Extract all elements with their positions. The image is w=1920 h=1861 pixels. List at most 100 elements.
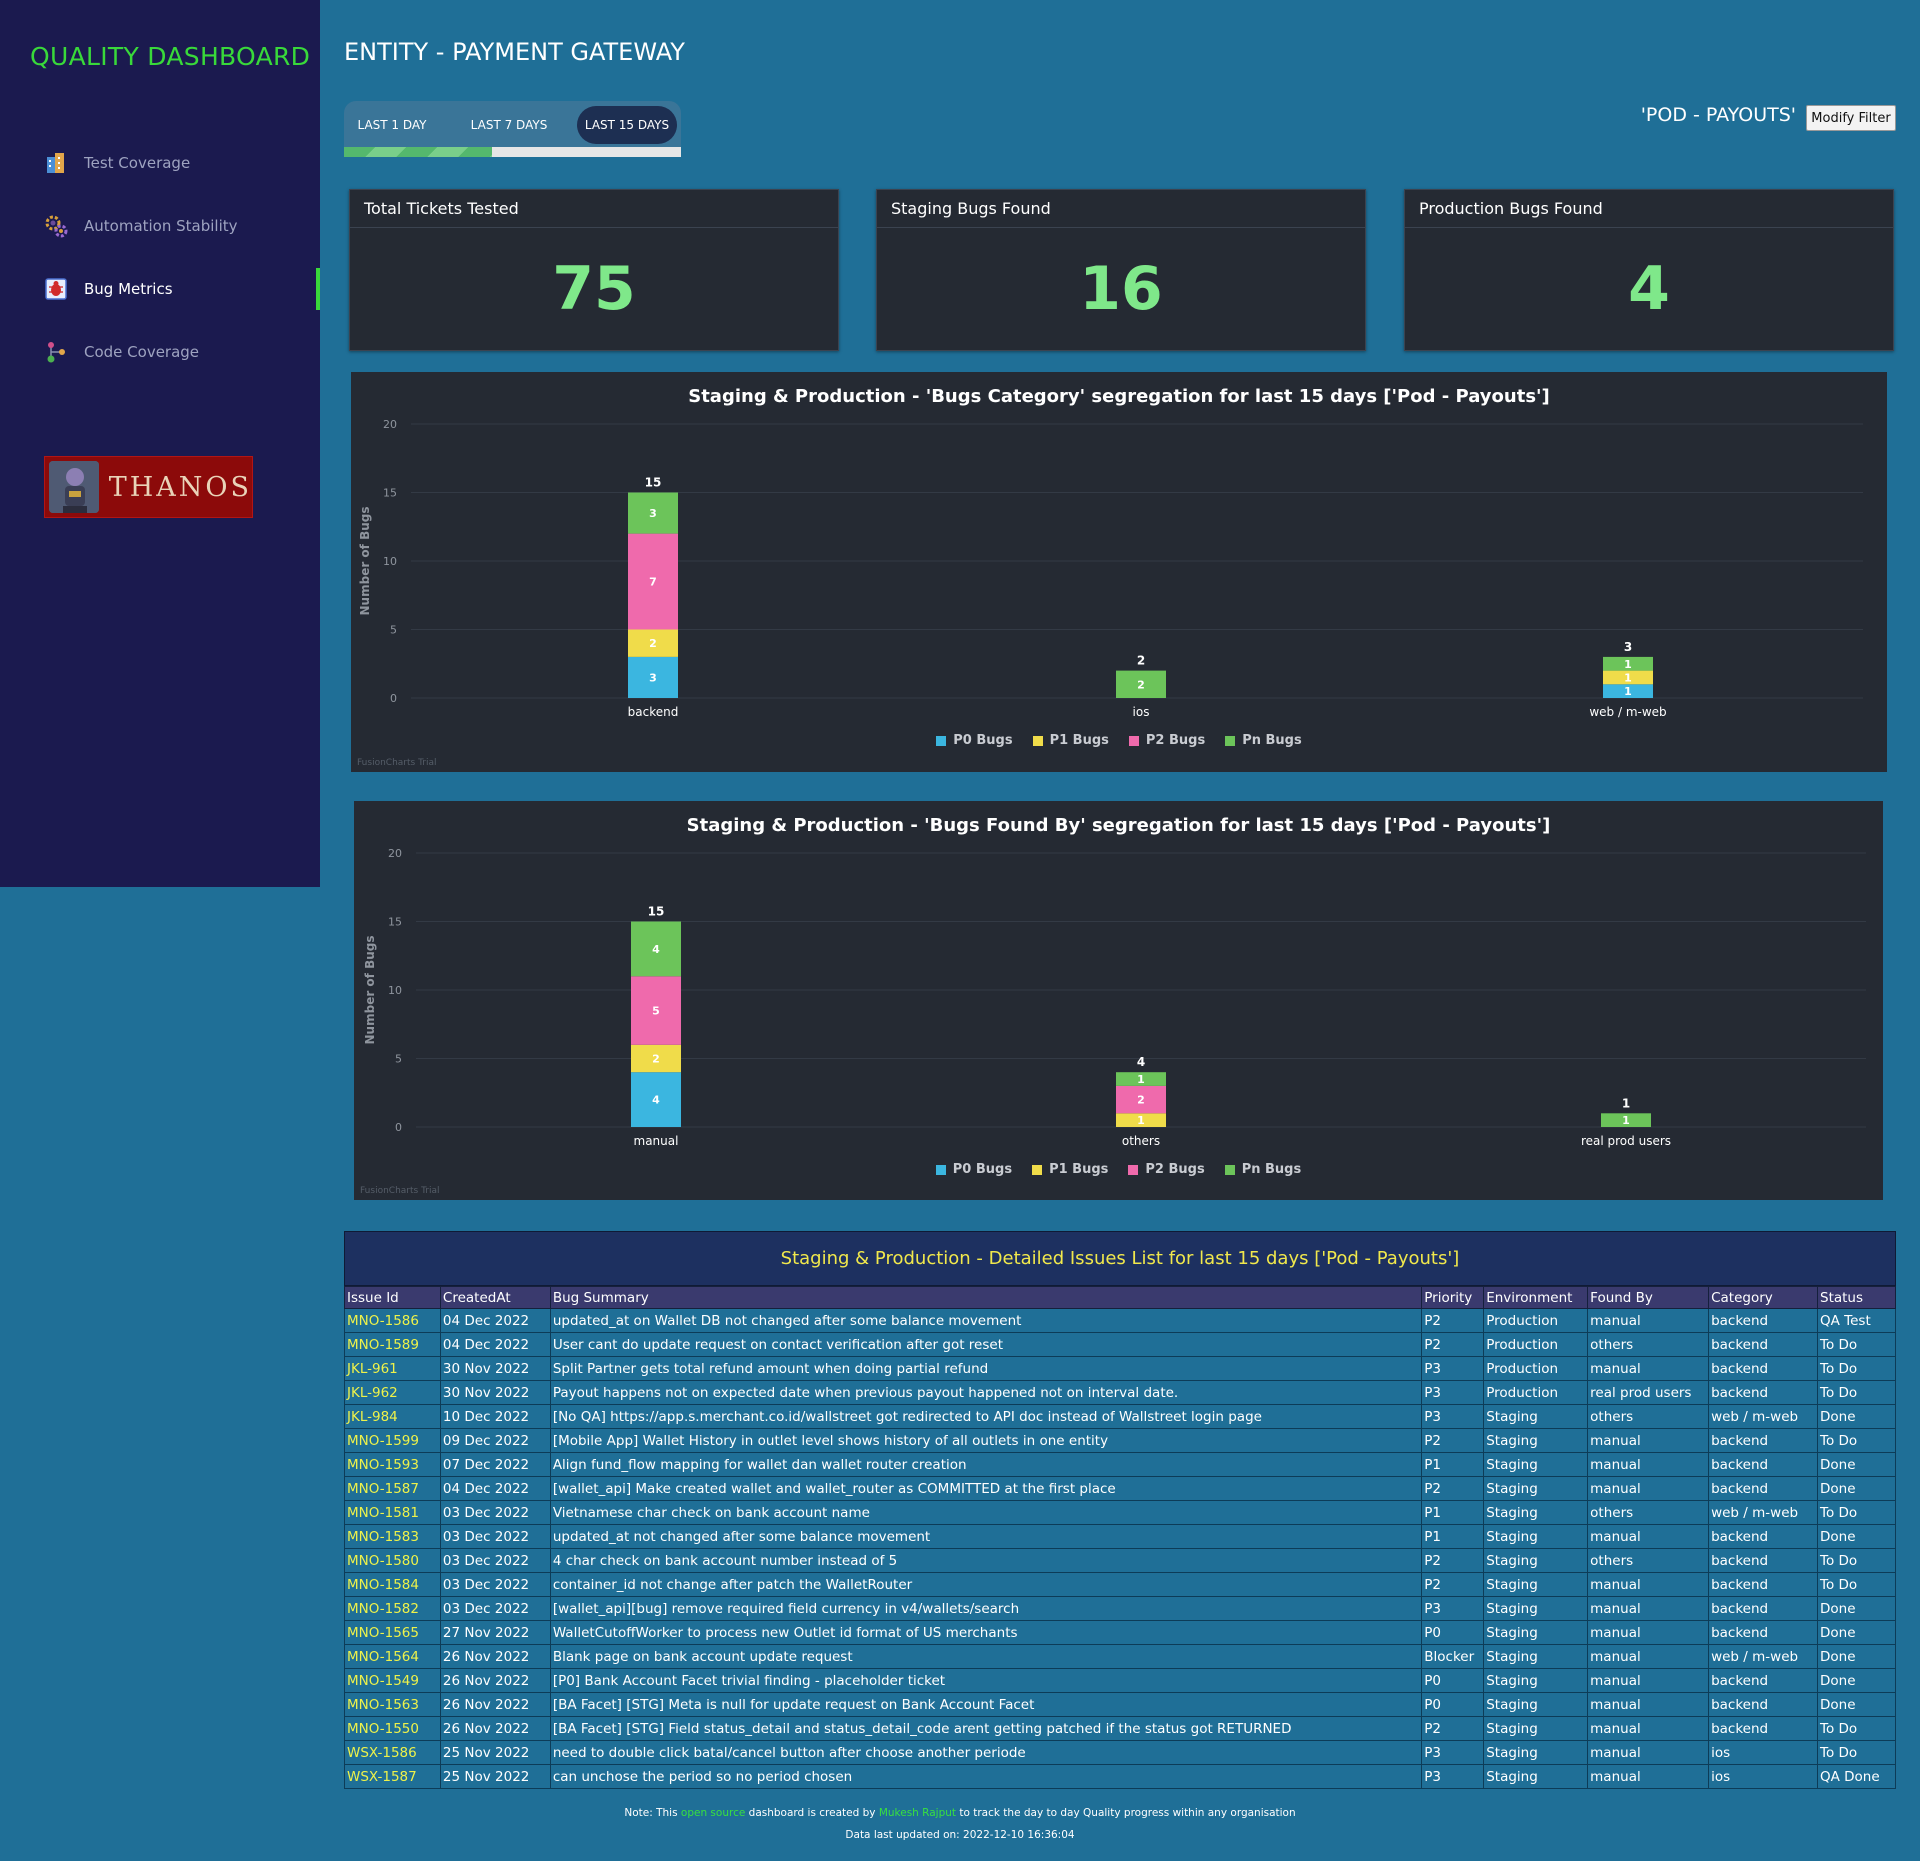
table-row[interactable]: MNO-1599 09 Dec 2022 [Mobile App] Wallet H…	[344, 1428, 1896, 1453]
legend-item-p0[interactable]: P0 Bugs	[935, 1162, 1012, 1177]
issue-id-cell[interactable]: MNO-1586	[344, 1308, 441, 1333]
modify-filter-button[interactable]: Modify Filter	[1806, 105, 1896, 131]
table-row[interactable]: JKL-961 30 Nov 2022 Split Partner gets tot…	[344, 1356, 1896, 1381]
status-cell: QA Test	[1817, 1308, 1896, 1333]
environment-cell: Staging	[1483, 1668, 1589, 1693]
found-by-cell: others	[1587, 1404, 1710, 1429]
sidebar-item-test-coverage[interactable]: Test Coverage	[44, 148, 190, 178]
kpi-title: Production Bugs Found	[1405, 190, 1893, 228]
environment-cell: Staging	[1483, 1548, 1589, 1573]
column-header[interactable]: Status	[1817, 1286, 1896, 1309]
issue-id-cell[interactable]: MNO-1564	[344, 1644, 441, 1669]
table-row[interactable]: MNO-1584 03 Dec 2022 container_id not chan…	[344, 1572, 1896, 1597]
environment-cell: Staging	[1483, 1452, 1589, 1477]
found-by-cell: manual	[1587, 1572, 1710, 1597]
footer-text: Note: This	[624, 1807, 681, 1819]
issue-id-cell[interactable]: MNO-1565	[344, 1620, 441, 1645]
category-cell: backend	[1708, 1692, 1818, 1717]
tab-last-7-days[interactable]: LAST 7 DAYS	[470, 118, 548, 132]
legend-item-p1[interactable]: P1 Bugs	[1032, 733, 1109, 748]
issue-id-cell[interactable]: MNO-1584	[344, 1572, 441, 1597]
table-row[interactable]: MNO-1583 03 Dec 2022 updated_at not change…	[344, 1524, 1896, 1549]
issue-id-cell[interactable]: MNO-1589	[344, 1332, 441, 1357]
category-cell: backend	[1708, 1572, 1818, 1597]
table-row[interactable]: JKL-984 10 Dec 2022 [No QA] https://app.s.…	[344, 1404, 1896, 1429]
issue-id-cell[interactable]: WSX-1587	[344, 1764, 441, 1789]
issue-id-cell[interactable]: MNO-1563	[344, 1692, 441, 1717]
bar-segment	[1116, 670, 1166, 698]
table-row[interactable]: JKL-962 30 Nov 2022 Payout happens not on …	[344, 1380, 1896, 1405]
legend-swatch	[936, 735, 947, 746]
y-tick-label: 0	[395, 1121, 402, 1134]
priority-cell: P1	[1421, 1500, 1485, 1525]
issue-id-cell[interactable]: MNO-1599	[344, 1428, 441, 1453]
issue-id-cell[interactable]: MNO-1583	[344, 1524, 441, 1549]
bug-summary-cell: Split Partner gets total refund amount w…	[549, 1356, 1423, 1381]
issue-id-cell[interactable]: JKL-962	[344, 1380, 441, 1405]
table-row[interactable]: MNO-1564 26 Nov 2022 Blank page on bank ac…	[344, 1644, 1896, 1669]
column-header[interactable]: Priority	[1421, 1286, 1485, 1309]
environment-cell: Staging	[1483, 1620, 1589, 1645]
kpi-title: Staging Bugs Found	[877, 190, 1365, 228]
open-source-link[interactable]: open source	[680, 1807, 746, 1819]
sidebar-item-automation-stability[interactable]: Automation Stability	[44, 211, 238, 241]
footer-text: to track the day to day Quality progress…	[956, 1807, 1296, 1819]
issue-id-cell[interactable]: MNO-1593	[344, 1452, 441, 1477]
issue-id-cell[interactable]: MNO-1580	[344, 1548, 441, 1573]
issue-id-cell[interactable]: JKL-961	[344, 1356, 441, 1381]
sidebar-item-bug-metrics[interactable]: Bug Metrics	[44, 274, 173, 304]
bug-summary-cell: [wallet_api] Make created wallet and wal…	[549, 1476, 1423, 1501]
category-cell: backend	[1708, 1380, 1818, 1405]
environment-cell: Staging	[1483, 1716, 1589, 1741]
table-row[interactable]: MNO-1549 26 Nov 2022 [P0] Bank Account Fac…	[344, 1668, 1896, 1693]
table-row[interactable]: MNO-1581 03 Dec 2022 Vietnamese char check…	[344, 1500, 1896, 1525]
table-row[interactable]: MNO-1582 03 Dec 2022 [wallet_api][bug] rem…	[344, 1596, 1896, 1621]
issue-id-cell[interactable]: MNO-1587	[344, 1476, 441, 1501]
table-row[interactable]: MNO-1550 26 Nov 2022 [BA Facet] [STG] Fiel…	[344, 1716, 1896, 1741]
column-header[interactable]: Environment	[1483, 1286, 1589, 1309]
status-cell: To Do	[1817, 1356, 1896, 1381]
bug-summary-cell: Align fund_flow mapping for wallet dan w…	[549, 1452, 1423, 1477]
column-header[interactable]: Bug Summary	[549, 1286, 1423, 1309]
tab-last-1-day[interactable]: LAST 1 DAY	[357, 118, 427, 132]
table-row[interactable]: MNO-1589 04 Dec 2022 User cant do update r…	[344, 1332, 1896, 1357]
column-header[interactable]: Category	[1708, 1286, 1818, 1309]
issue-id-cell[interactable]: JKL-984	[344, 1404, 441, 1429]
legend-item-pn[interactable]: Pn Bugs	[1224, 1162, 1301, 1177]
table-row[interactable]: MNO-1586 04 Dec 2022 updated_at on Wallet …	[344, 1308, 1896, 1333]
tab-last-15-days[interactable]: LAST 15 DAYS	[577, 106, 677, 144]
table-row[interactable]: WSX-1587 25 Nov 2022 can unchose the perio…	[344, 1764, 1896, 1789]
table-row[interactable]: WSX-1586 25 Nov 2022 need to double click …	[344, 1740, 1896, 1765]
issue-id-cell[interactable]: MNO-1581	[344, 1500, 441, 1525]
legend-item-p2[interactable]: P2 Bugs	[1128, 733, 1205, 748]
priority-cell: P1	[1421, 1452, 1485, 1477]
legend-item-pn[interactable]: Pn Bugs	[1225, 733, 1302, 748]
legend-label: P1 Bugs	[1049, 733, 1109, 748]
issue-id-cell[interactable]: MNO-1582	[344, 1596, 441, 1621]
table-row[interactable]: MNO-1587 04 Dec 2022 [wallet_api] Make cre…	[344, 1476, 1896, 1501]
environment-cell: Staging	[1483, 1644, 1589, 1669]
created-at-cell: 07 Dec 2022	[439, 1452, 551, 1477]
table-row[interactable]: MNO-1565 27 Nov 2022 WalletCutoffWorker to…	[344, 1620, 1896, 1645]
legend-item-p2[interactable]: P2 Bugs	[1128, 1162, 1205, 1177]
created-at-cell: 30 Nov 2022	[439, 1356, 551, 1381]
column-header[interactable]: Issue Id	[344, 1286, 441, 1309]
table-row[interactable]: MNO-1580 03 Dec 2022 4 char check on bank …	[344, 1548, 1896, 1573]
found-by-cell: manual	[1587, 1668, 1710, 1693]
legend-item-p1[interactable]: P1 Bugs	[1032, 1162, 1108, 1177]
bug-summary-cell: can unchose the period so no period chos…	[549, 1764, 1423, 1789]
column-header[interactable]: CreatedAt	[439, 1286, 551, 1309]
table-row[interactable]: MNO-1563 26 Nov 2022 [BA Facet] [STG] Meta…	[344, 1692, 1896, 1717]
issue-id-cell[interactable]: WSX-1586	[344, 1740, 441, 1765]
column-header[interactable]: Found By	[1587, 1286, 1710, 1309]
bar-segment	[628, 656, 678, 698]
y-tick-label: 20	[383, 418, 397, 431]
sidebar-item-code-coverage[interactable]: Code Coverage	[44, 337, 199, 367]
category-cell: backend	[1708, 1668, 1818, 1693]
legend-item-p0[interactable]: P0 Bugs	[936, 733, 1013, 748]
table-row[interactable]: MNO-1593 07 Dec 2022 Align fund_flow mappi…	[344, 1452, 1896, 1477]
legend-swatch	[1128, 1164, 1139, 1175]
issue-id-cell[interactable]: MNO-1549	[344, 1668, 441, 1693]
author-link[interactable]: Mukesh Rajput	[878, 1807, 957, 1819]
issue-id-cell[interactable]: MNO-1550	[344, 1716, 441, 1741]
